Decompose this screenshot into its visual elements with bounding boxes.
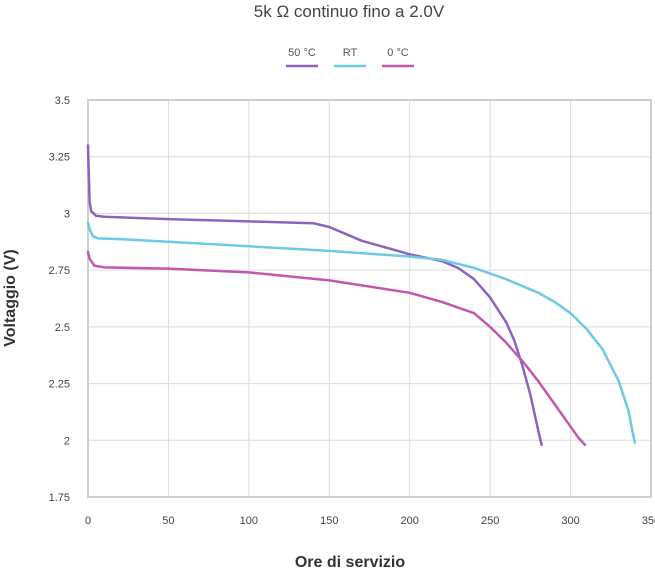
x-tick-label: 100 [240, 515, 258, 527]
grid [87, 99, 652, 498]
y-tick-label: 2.25 [49, 379, 70, 391]
x-tick-label: 300 [561, 515, 579, 527]
legend: 50 °C RT 0 °C [286, 47, 414, 68]
series-layer [86, 144, 637, 447]
x-tick-label: 150 [320, 515, 338, 527]
y-tick-label: 3 [64, 208, 70, 220]
x-tick-label: 250 [481, 515, 499, 527]
series-line-3 [86, 250, 587, 447]
y-axis-label: Voltaggio (V) [2, 249, 19, 346]
x-tick-label: 200 [401, 515, 419, 527]
y-tick-label: 2 [64, 435, 70, 447]
y-tick-labels: 1.75 2 2.25 2.5 2.75 3 3.25 3.5 [49, 95, 70, 504]
legend-label: 50 °C [288, 47, 316, 59]
series-line-1 [86, 144, 543, 447]
y-tick-label: 3.25 [49, 152, 70, 164]
y-tick-label: 3.5 [55, 95, 70, 107]
x-tick-label: 350 [642, 515, 655, 527]
series-line-2 [86, 221, 637, 444]
legend-label: 0 °C [387, 47, 409, 59]
y-tick-label: 2.5 [55, 322, 70, 334]
legend-label: RT [343, 47, 358, 59]
y-tick-label: 2.75 [49, 265, 70, 277]
plot-frame [87, 99, 652, 498]
x-tick-label: 0 [85, 515, 91, 527]
y-tick-label: 1.75 [49, 492, 70, 504]
x-tick-labels: 0 50 100 150 200 250 300 350 [85, 515, 655, 527]
chart-title: 5k Ω continuo fino a 2.0V [254, 2, 445, 21]
x-axis-label: Ore di servizio [295, 554, 405, 569]
x-tick-label: 50 [162, 515, 174, 527]
